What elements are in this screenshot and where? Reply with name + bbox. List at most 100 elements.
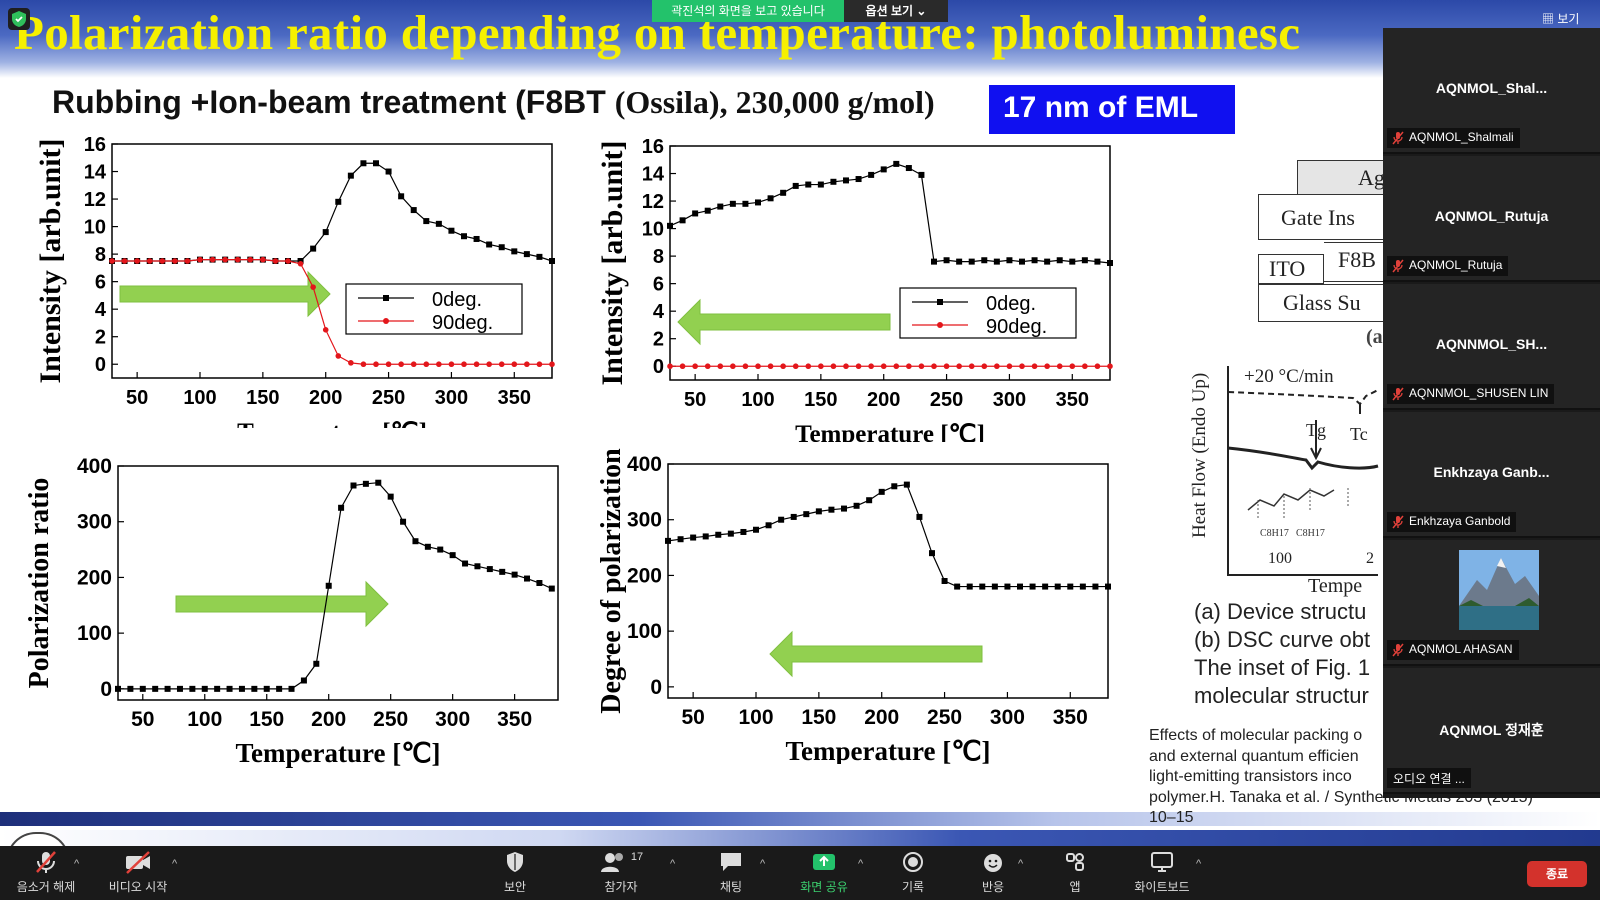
legend-entry: 0deg. (986, 293, 1036, 315)
series-line (118, 482, 553, 690)
data-point (313, 660, 320, 667)
unmute-button[interactable]: 음소거 해제 (8, 846, 84, 900)
y-tick-label: 400 (627, 453, 662, 476)
view-layout-button[interactable]: ▦ 보기 (1542, 12, 1580, 26)
data-point (548, 585, 555, 592)
data-point (1017, 583, 1023, 590)
participant-tile[interactable]: AQNMOL 정재훈 오디오 연결 ... (1383, 668, 1600, 794)
data-point (903, 481, 910, 488)
record-icon (903, 852, 923, 872)
chat-label: 채팅 (719, 880, 743, 894)
data-point (843, 363, 849, 370)
y-tick-label: 0 (95, 354, 106, 376)
participant-tile[interactable]: AQNNMOL_SH... AQNNMOL_SHUSEN LIN (1383, 284, 1600, 410)
y-axis-label: Degree of polarization (596, 448, 627, 714)
whiteboard-chevron-icon[interactable]: ^ (1196, 858, 1202, 870)
participants-count: 17 (630, 851, 644, 863)
view-options-button[interactable]: 옵션 보기 ⌄ (844, 0, 948, 22)
data-point (753, 526, 759, 533)
muted-mic-icon (36, 851, 56, 873)
data-point (347, 172, 354, 179)
data-point (536, 580, 543, 586)
cooling-arrow-icon (677, 298, 891, 346)
legend-marker (383, 295, 389, 301)
video-options-chevron-icon[interactable]: ^ (172, 858, 178, 870)
participant-tile[interactable]: AQNMOL_Rutuja AQNMOL_Rutuja (1383, 156, 1600, 282)
audio-options-chevron-icon[interactable]: ^ (74, 858, 80, 870)
y-tick-label: 12 (642, 191, 664, 213)
data-point (954, 583, 961, 590)
data-point (152, 685, 159, 692)
data-point (767, 195, 774, 202)
participant-tile[interactable]: AQNMOL AHASAN (1383, 540, 1600, 666)
data-point (247, 256, 254, 263)
apps-button[interactable]: 앱 (1050, 846, 1100, 900)
data-point (1019, 258, 1025, 265)
data-point (906, 363, 912, 370)
participant-name: Enkhzaya Ganb... (1433, 464, 1550, 480)
data-point (702, 533, 709, 540)
data-point (272, 258, 279, 264)
x-tick-label: 200 (311, 708, 346, 731)
data-point (968, 363, 975, 370)
series-line (667, 483, 1108, 588)
data-point (423, 218, 430, 225)
reactions-button[interactable]: 반응 (968, 846, 1018, 900)
y-tick-label: 10 (84, 217, 106, 239)
data-point (498, 244, 505, 251)
chat-chevron-icon[interactable]: ^ (760, 858, 766, 870)
data-point (184, 258, 191, 264)
data-point (991, 583, 998, 590)
x-tick-label: 50 (131, 708, 154, 731)
x-tick-label: 150 (801, 706, 836, 729)
x-tick-label: 50 (126, 387, 148, 409)
muted-mic-icon (1392, 515, 1404, 529)
data-point (704, 207, 711, 214)
data-point (878, 488, 885, 495)
participants-chevron-icon[interactable]: ^ (670, 858, 676, 870)
y-tick-label: 16 (642, 136, 664, 158)
data-point (424, 543, 431, 550)
share-screen-button[interactable]: 화면 공유 (794, 846, 854, 900)
data-point (549, 258, 555, 264)
reactions-chevron-icon[interactable]: ^ (1018, 858, 1024, 870)
dsc-tc: Tc (1350, 424, 1368, 444)
whiteboard-button[interactable]: 화이트보드 (1126, 846, 1198, 900)
security-label: 보안 (503, 880, 527, 894)
data-point (905, 165, 912, 172)
y-axis-label: Polarization ratio (24, 478, 55, 689)
start-video-button[interactable]: 비디오 시작 (100, 846, 176, 900)
share-screen-label: 화면 공유 (800, 880, 848, 894)
reference-line: Effects of molecular packing o (1149, 727, 1363, 744)
data-point (742, 363, 749, 370)
participants-button[interactable]: 17 참가자 (596, 846, 646, 900)
y-tick-label: 100 (77, 622, 112, 645)
data-point (276, 685, 283, 692)
data-point (1006, 363, 1013, 370)
device-layer-ag: Ag (1297, 160, 1397, 196)
data-point (335, 353, 342, 359)
data-point (994, 363, 1000, 370)
legend-box (345, 283, 523, 335)
y-tick-label: 8 (95, 244, 106, 266)
chart-svg: 50 100 150 200 250 300 350 0 2 4 6 8 10 12 14 16 Tempera… (596, 136, 1113, 442)
share-chevron-icon[interactable]: ^ (858, 858, 864, 870)
data-point (511, 571, 518, 578)
security-button[interactable]: 보안 (490, 846, 540, 900)
chat-button[interactable]: 채팅 (706, 846, 756, 900)
participant-tile[interactable]: AQNMOL_Shal... AQNMOL_Shalmali (1383, 28, 1600, 154)
data-point (918, 363, 925, 370)
eml-badge: 17 nm of EML (989, 85, 1235, 134)
data-point (412, 538, 419, 545)
data-point (679, 217, 686, 224)
data-point (1031, 363, 1038, 370)
record-button[interactable]: 기록 (888, 846, 938, 900)
end-meeting-button[interactable]: 종료 (1527, 861, 1587, 887)
legend-marker (937, 299, 943, 305)
participant-tile[interactable]: Enkhzaya Ganb... Enkhzaya Ganbold (1383, 412, 1600, 538)
data-point (1107, 363, 1113, 370)
data-point (843, 177, 849, 184)
series-line (112, 162, 553, 262)
encryption-shield-icon[interactable] (8, 8, 30, 30)
x-tick-label: 250 (927, 706, 962, 729)
